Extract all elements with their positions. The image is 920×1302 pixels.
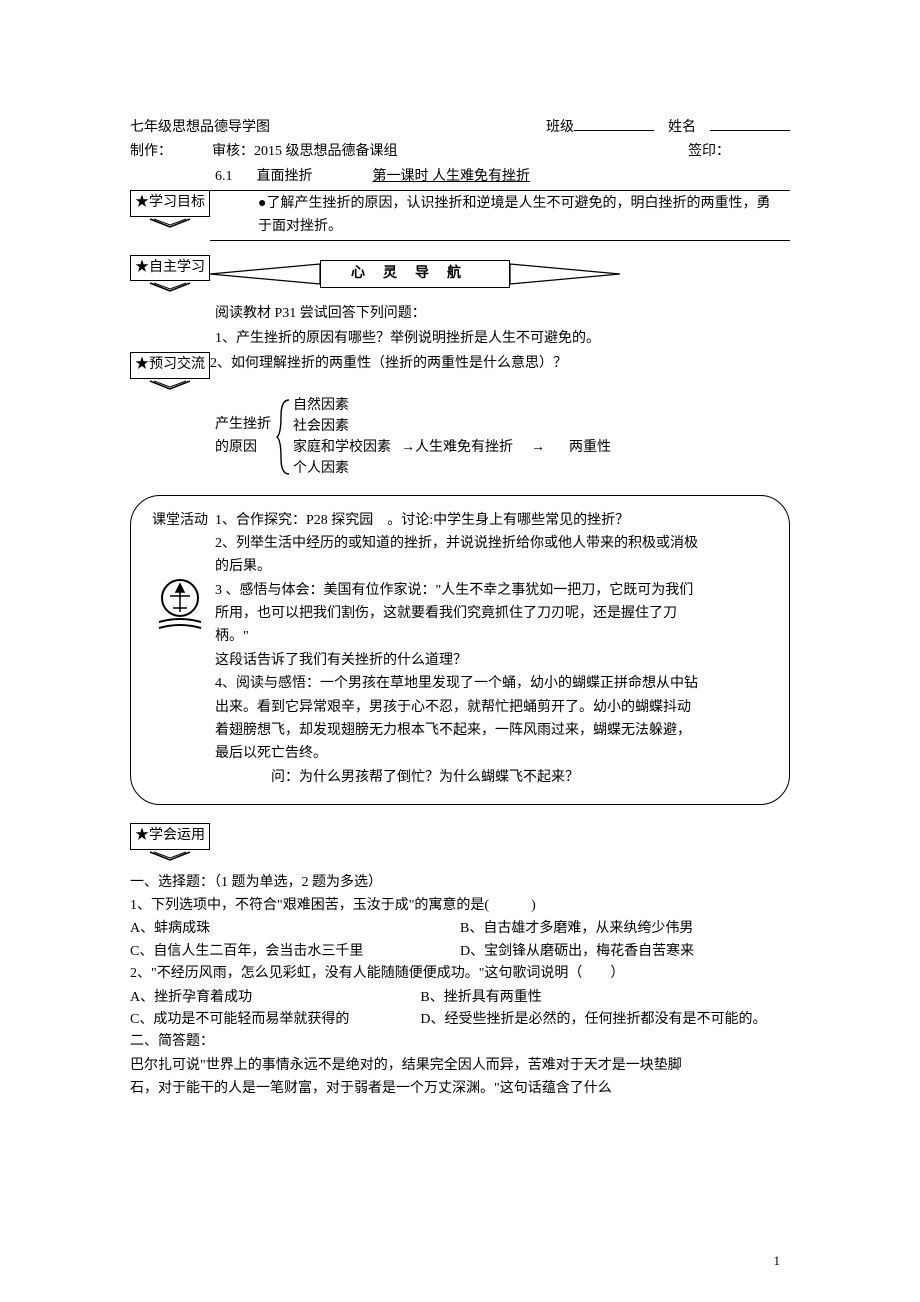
activity-content: 1、合作探究：P28 探究园 。讨论:中学生身上有哪些常见的挫折？ 2、列举生活… <box>215 510 771 791</box>
option-a[interactable]: A、挫折孕育着成功 <box>130 987 420 1009</box>
quiz-q2: 2、"不经历风雨，怎么见彩虹，没有人能随随便便成功。"这句歌词说明（ ） <box>130 963 790 985</box>
page-root: 七年级思想品德导学图 班级 姓名 制作： 审核：2015 级思想品德备课组 签印… <box>0 0 920 1302</box>
brace-icon <box>275 398 293 476</box>
activity-p: 柄。" <box>215 626 771 648</box>
preview-label: ★预习交流 <box>130 352 210 378</box>
apply-row: ★学会运用 <box>130 823 790 861</box>
preview-row: ★预习交流 2、如何理解挫折的两重性（挫折的两重性是什么意思）？ <box>130 352 790 390</box>
option-b[interactable]: B、挫折具有两重性 <box>420 987 541 1009</box>
activity-p: 所用，也可以把我们割伤，这就要看我们究竟抓住了刀刃呢，还是握住了刀 <box>215 603 771 625</box>
quiz-sec1-title: 一、选择题：（1 题为单选，2 题为多选） <box>130 872 790 894</box>
activity-p: 2、列举生活中经历的或知道的挫折，并说说挫折给你或他人带来的积极或消极 <box>215 533 771 555</box>
sign-label: 签印： <box>688 141 730 163</box>
cause-item: 家庭和学校因素 <box>293 437 391 458</box>
chevron-down-icon <box>148 217 210 229</box>
option-c[interactable]: C、成功是不可能轻而易举就获得的 <box>130 1009 420 1031</box>
cause-item: 自然因素 <box>293 395 611 416</box>
doc-title: 七年级思想品德导学图 <box>130 117 270 139</box>
right-arrow-shape <box>510 262 620 286</box>
maker-label: 制作： <box>130 141 172 163</box>
name-field[interactable] <box>710 115 790 131</box>
name-label: 姓名 <box>668 117 696 139</box>
goals-label: ★学习目标 <box>130 190 210 216</box>
arrow-icon: → <box>531 437 545 458</box>
selfstudy-label: ★自主学习 <box>130 255 210 281</box>
activity-p: 3 、感悟与体会：美国有位作家说："人生不幸之事犹如一把刀，它既可为我们 <box>215 580 771 602</box>
reading-q1: 1、产生挫折的原因有哪些？举例说明挫折是人生不可避免的。 <box>130 328 790 350</box>
chevron-down-icon <box>148 379 210 391</box>
causes-items: 自然因素 社会因素 家庭和学校因素 →人生难免有挫折 → 两重性 个人因素 <box>293 395 611 479</box>
reading-q2: 2、如何理解挫折的两重性（挫折的两重性是什么意思）？ <box>210 352 567 375</box>
activity-box: 课堂活动 1、合作探究：P28 探究园 。讨论:中学生身上有哪些常见的挫折？ 2… <box>130 495 790 806</box>
activity-title: 课堂活动 <box>152 510 208 532</box>
activity-p: 出来。看到它异常艰辛，男孩于心不忍，就帮忙把蛹剪开了。幼小的蝴蝶抖动 <box>215 697 771 719</box>
cause-item: 社会因素 <box>293 416 611 437</box>
page-number: 1 <box>774 1251 781 1272</box>
causes-result1: →人生难免有挫折 <box>401 437 513 458</box>
quiz-q1-options: A、蚌病成珠 B、自古雄才多磨难，从来纨绔少伟男 C、自信人生二百年，会当击水三… <box>130 918 790 963</box>
quiz-block: 一、选择题：（1 题为单选，2 题为多选） 1、下列选项中，不符合"艰难困苦，玉… <box>130 872 790 1101</box>
causes-block: 产生挫折的原因 自然因素 社会因素 家庭和学校因素 →人生难免有挫折 → 两重性… <box>130 395 790 479</box>
selfstudy-row: ★自主学习 心灵导航 <box>130 255 790 293</box>
chevron-down-icon <box>148 281 210 293</box>
activity-p: 的后果。 <box>215 556 771 578</box>
class-field[interactable] <box>574 115 654 131</box>
short-answer-line: 巴尔扎可说"世界上的事情永远不是绝对的，结果完全因人而异，苦难对于天才是一块垫脚 <box>130 1055 790 1077</box>
quiz-sec2-title: 二、简答题： <box>130 1031 790 1053</box>
option-a[interactable]: A、蚌病成珠 <box>130 918 460 940</box>
airplane-icon <box>153 572 207 632</box>
section-title: 直面挫折 <box>257 166 313 188</box>
cause-item: 个人因素 <box>293 458 611 479</box>
option-b[interactable]: B、自古雄才多磨难，从来纨绔少伟男 <box>460 918 790 940</box>
lesson-label: 第一课时 人生难免有挫折 <box>373 166 531 188</box>
activity-p: 最后以死亡告终。 <box>215 743 771 765</box>
short-answer-line: 石，对于能干的人是一笔财富，对于弱者是一个万丈深渊。"这句话蕴含了什么 <box>130 1078 790 1100</box>
section-no: 6.1 <box>215 166 233 188</box>
header-row-2: 制作： 审核：2015 级思想品德备课组 签印： <box>130 141 790 163</box>
activity-p: 着翅膀想飞，却发现翅膀无力根本飞不起来，一阵风雨过来，蝴蝶无法躲避， <box>215 720 771 742</box>
activity-p: 问：为什么男孩帮了倒忙？为什么蝴蝶飞不起来？ <box>215 767 771 789</box>
class-label: 班级 <box>546 117 574 139</box>
option-d[interactable]: D、宝剑锋从磨砺出，梅花香自苦寒来 <box>460 941 790 963</box>
option-d[interactable]: D、经受些挫折是必然的，任何挫折都没有是不可能的。 <box>420 1009 766 1031</box>
apply-label: ★学会运用 <box>130 823 210 849</box>
header-row-1: 七年级思想品德导学图 班级 姓名 <box>130 115 790 139</box>
left-arrow-shape <box>210 262 320 286</box>
activity-p: 4、阅读与感悟：一个男孩在草地里发现了一个蛹，幼小的蝴蝶正拼命想从中钻 <box>215 673 771 695</box>
option-c[interactable]: C、自信人生二百年，会当击水三千里 <box>130 941 460 963</box>
quiz-q1: 1、下列选项中，不符合"艰难困苦，玉汝于成"的寓意的是( ) <box>130 895 790 917</box>
goals-text: ●了解产生挫折的原因，认识挫折和逆境是人生不可避免的，明白挫折的两重性，勇于面对… <box>252 190 790 241</box>
banner-title: 心灵导航 <box>320 260 510 288</box>
chevron-down-icon <box>148 850 210 862</box>
reading-intro: 阅读教材 P31 尝试回答下列问题： <box>130 303 790 325</box>
causes-lead: 产生挫折的原因 <box>215 414 275 459</box>
causes-result2: 两重性 <box>569 437 611 458</box>
review-label: 审核：2015 级思想品德备课组 <box>212 141 398 163</box>
activity-p: 这段话告诉了我们有关挫折的什么道理？ <box>215 650 771 672</box>
section-row: 6.1 直面挫折 第一课时 人生难免有挫折 <box>130 166 790 188</box>
goals-block: ★学习目标 ●了解产生挫折的原因，认识挫折和逆境是人生不可避免的，明白挫折的两重… <box>130 190 790 241</box>
activity-p: 1、合作探究：P28 探究园 。讨论:中学生身上有哪些常见的挫折？ <box>215 510 771 532</box>
quiz-q2-options: A、挫折孕育着成功 B、挫折具有两重性 C、成功是不可能轻而易举就获得的 D、经… <box>130 987 790 1032</box>
